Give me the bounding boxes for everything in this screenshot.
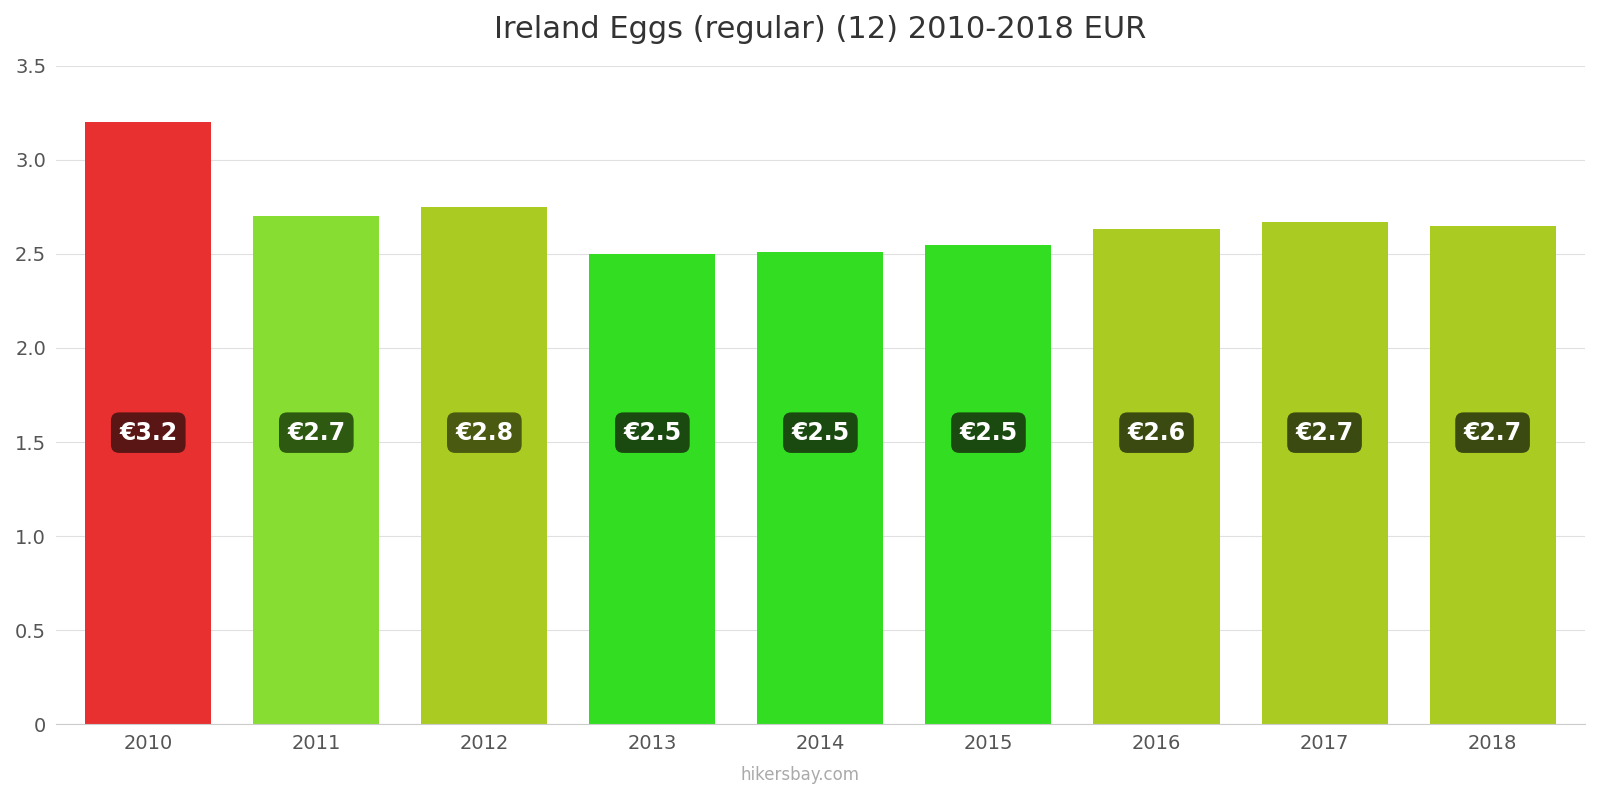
Title: Ireland Eggs (regular) (12) 2010-2018 EUR: Ireland Eggs (regular) (12) 2010-2018 EU…	[494, 15, 1147, 44]
Text: €2.5: €2.5	[792, 421, 850, 445]
Bar	[253, 216, 379, 724]
Text: €3.2: €3.2	[120, 421, 178, 445]
Text: €2.6: €2.6	[1128, 421, 1186, 445]
Bar	[1429, 226, 1555, 724]
Text: €2.7: €2.7	[288, 421, 346, 445]
Text: €2.7: €2.7	[1296, 421, 1354, 445]
Bar	[757, 252, 883, 724]
Bar	[1093, 230, 1219, 724]
Bar	[421, 207, 547, 724]
Bar	[85, 122, 211, 724]
Text: €2.8: €2.8	[456, 421, 514, 445]
Text: €2.7: €2.7	[1464, 421, 1522, 445]
Bar	[925, 245, 1051, 724]
Text: hikersbay.com: hikersbay.com	[741, 766, 859, 784]
Text: €2.5: €2.5	[624, 421, 682, 445]
Bar	[589, 254, 715, 724]
Text: €2.5: €2.5	[960, 421, 1018, 445]
Bar	[1261, 222, 1387, 724]
